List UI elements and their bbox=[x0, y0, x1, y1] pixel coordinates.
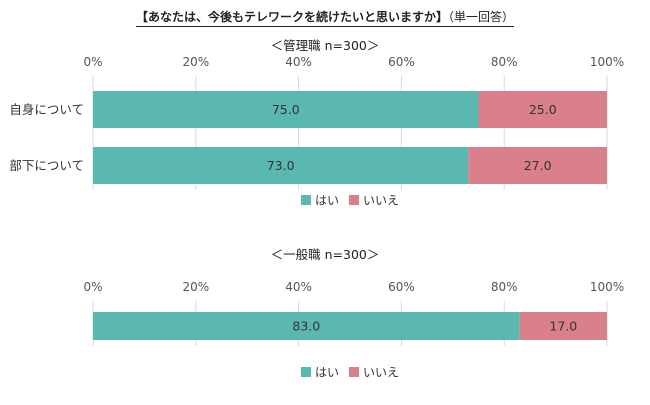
category-label: 自身について bbox=[9, 102, 84, 117]
legend-swatch bbox=[301, 195, 311, 205]
legend-label: いいえ bbox=[363, 194, 399, 208]
subtitle-managers: ＜管理職 n=300＞ bbox=[270, 38, 380, 53]
x-tick-label: 20% bbox=[182, 55, 209, 69]
data-label: 73.0 bbox=[267, 158, 295, 173]
legend-label: はい bbox=[315, 194, 339, 208]
data-label: 17.0 bbox=[549, 319, 577, 334]
legend-swatch bbox=[349, 195, 359, 205]
bar-segment bbox=[93, 312, 520, 340]
x-tick-label: 60% bbox=[388, 55, 415, 69]
x-tick-label: 100% bbox=[590, 55, 624, 69]
chart-title: 【あなたは、今後もテレワークを続けたいと思いますか】（単一回答） bbox=[135, 8, 515, 27]
legend-swatch bbox=[301, 367, 311, 377]
data-label: 75.0 bbox=[272, 102, 300, 117]
bar-segment bbox=[93, 91, 479, 128]
bar-segment bbox=[478, 91, 607, 128]
subtitle-general-staff: ＜一般職 n=300＞ bbox=[270, 247, 380, 262]
x-tick-label: 100% bbox=[590, 280, 624, 294]
data-label: 25.0 bbox=[529, 102, 557, 117]
x-tick-label: 80% bbox=[491, 280, 518, 294]
x-tick-label: 0% bbox=[83, 55, 102, 69]
x-tick-label: 80% bbox=[491, 55, 518, 69]
x-tick-label: 60% bbox=[388, 280, 415, 294]
bar-segment bbox=[468, 147, 607, 184]
bar-segment bbox=[93, 147, 469, 184]
x-tick-label: 0% bbox=[83, 280, 102, 294]
legend-label: いいえ bbox=[363, 366, 399, 380]
x-tick-label: 40% bbox=[285, 280, 312, 294]
data-label: 83.0 bbox=[292, 319, 320, 334]
bar-segment bbox=[519, 312, 607, 340]
category-label: 部下について bbox=[9, 158, 84, 173]
x-tick-label: 40% bbox=[285, 55, 312, 69]
legend-label: はい bbox=[315, 366, 339, 380]
legend-swatch bbox=[349, 367, 359, 377]
x-tick-label: 20% bbox=[182, 280, 209, 294]
data-label: 27.0 bbox=[524, 158, 552, 173]
